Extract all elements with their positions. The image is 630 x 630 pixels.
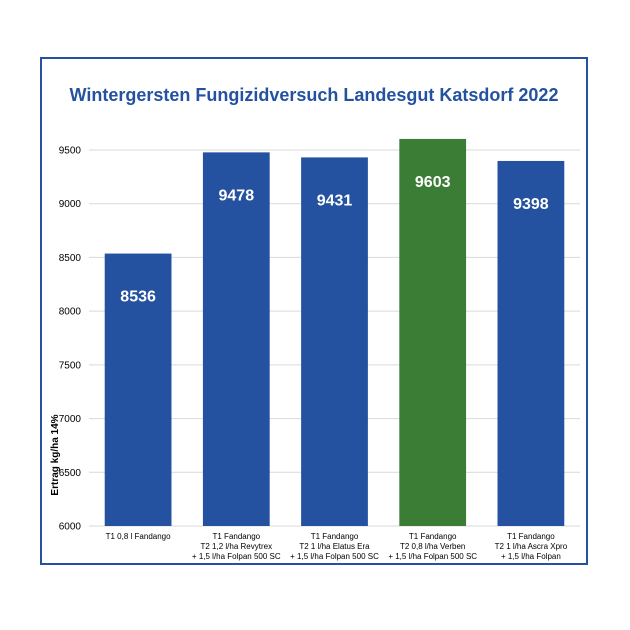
x-tick-label: + 1,5 l/ha Folpan 500 SC [192, 552, 281, 561]
bar [399, 138, 467, 526]
x-tick-label: + 1,5 l/ha Folpan 500 SC [290, 552, 379, 561]
y-tick-label: 6000 [59, 522, 82, 533]
y-tick-label: 9000 [59, 199, 82, 210]
y-tick-label: 8000 [59, 307, 82, 318]
y-tick-label: 8500 [59, 253, 82, 264]
x-tick-label: T2 1 l/ha Ascra Xpro [495, 542, 568, 551]
bar [301, 157, 368, 526]
data-label: 8536 [120, 289, 156, 306]
x-tick-label: T1 Fandango [409, 532, 457, 541]
bar [497, 160, 565, 527]
y-tick-label: 7500 [59, 360, 82, 371]
y-tick-label: 6500 [59, 468, 82, 479]
bar [202, 152, 270, 526]
data-label: 9478 [219, 187, 255, 204]
data-label: 9398 [513, 196, 549, 213]
y-axis-ticks: 6000 6500 7000 7500 8000 8500 9000 9500 [59, 146, 82, 533]
x-tick-label: + 1,5 l/ha Folpan [501, 552, 561, 561]
x-tick-label: T1 Fandango [213, 532, 261, 541]
x-tick-label: + 1,5 l/ha Folpan 500 SC [388, 552, 477, 561]
y-tick-label: 9500 [59, 146, 82, 157]
x-tick-label: T2 1 l/ha Elatus Era [299, 542, 370, 551]
x-tick-label: T2 0,8 l/ha Verben [400, 542, 465, 551]
bar-layer: 8536 9478 9431 9603 9398 [104, 138, 565, 527]
y-tick-label: 7000 [59, 414, 82, 425]
data-label: 9431 [317, 192, 353, 209]
chart-frame: Wintergersten Fungizidversuch Landesgut … [40, 57, 588, 565]
chart-svg: Wintergersten Fungizidversuch Landesgut … [50, 85, 580, 561]
data-label: 9603 [415, 174, 451, 191]
bar [104, 253, 172, 526]
x-tick-label: T1 Fandango [311, 532, 359, 541]
chart-title: Wintergersten Fungizidversuch Landesgut … [70, 85, 559, 105]
x-tick-label: T1 0,8 l Fandango [106, 532, 171, 541]
x-tick-label: T2 1,2 l/ha Revytrex [201, 542, 273, 551]
x-tick-label: T1 Fandango [507, 532, 555, 541]
y-axis-label: Ertrag kg/ha 14% [50, 414, 61, 495]
